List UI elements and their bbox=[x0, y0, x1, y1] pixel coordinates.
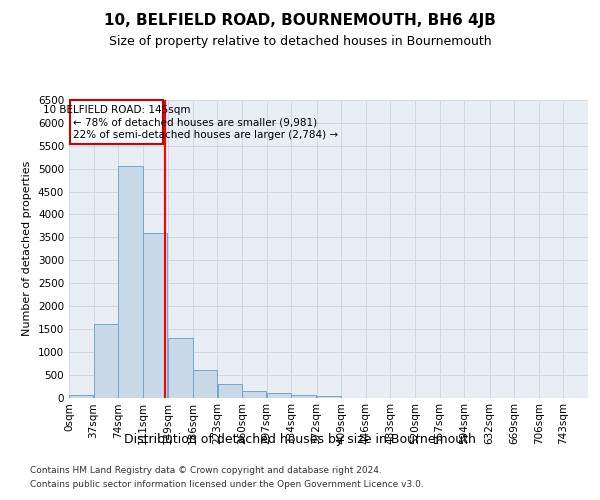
Bar bbox=[317, 396, 341, 398]
Bar bbox=[193, 370, 217, 398]
Bar bbox=[94, 324, 118, 398]
Bar bbox=[292, 395, 316, 398]
Bar bbox=[218, 384, 242, 398]
Text: ← 78% of detached houses are smaller (9,981): ← 78% of detached houses are smaller (9,… bbox=[73, 118, 317, 128]
Bar bbox=[118, 166, 143, 398]
Bar bbox=[143, 232, 167, 398]
Bar bbox=[69, 395, 94, 398]
Text: Contains HM Land Registry data © Crown copyright and database right 2024.: Contains HM Land Registry data © Crown c… bbox=[30, 466, 382, 475]
Bar bbox=[169, 338, 193, 398]
Text: Distribution of detached houses by size in Bournemouth: Distribution of detached houses by size … bbox=[124, 432, 476, 446]
Text: Contains public sector information licensed under the Open Government Licence v3: Contains public sector information licen… bbox=[30, 480, 424, 489]
Bar bbox=[242, 390, 266, 398]
Text: 10, BELFIELD ROAD, BOURNEMOUTH, BH6 4JB: 10, BELFIELD ROAD, BOURNEMOUTH, BH6 4JB bbox=[104, 12, 496, 28]
Y-axis label: Number of detached properties: Number of detached properties bbox=[22, 161, 32, 336]
Text: 10 BELFIELD ROAD: 145sqm: 10 BELFIELD ROAD: 145sqm bbox=[43, 105, 191, 115]
Text: 22% of semi-detached houses are larger (2,784) →: 22% of semi-detached houses are larger (… bbox=[73, 130, 338, 140]
Bar bbox=[70, 100, 163, 144]
Bar bbox=[267, 393, 291, 398]
Text: Size of property relative to detached houses in Bournemouth: Size of property relative to detached ho… bbox=[109, 35, 491, 48]
